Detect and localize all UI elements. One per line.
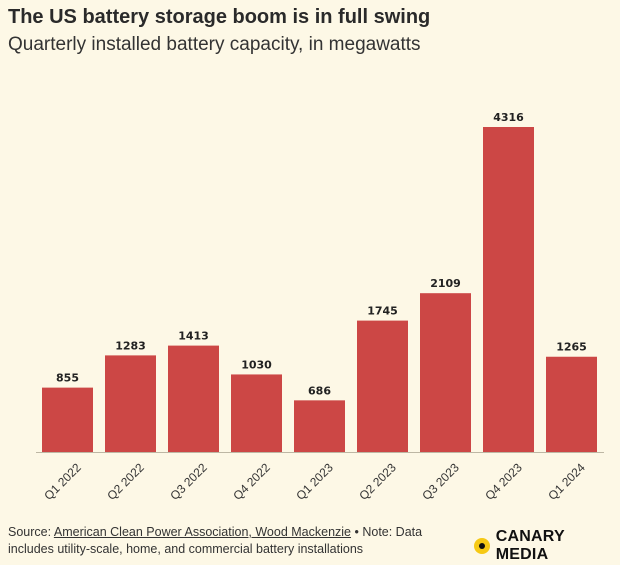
bar-q3-2022	[168, 345, 219, 452]
x-tick-label: Q3 2023	[419, 460, 462, 503]
brand-name: CANARY MEDIA	[495, 528, 565, 563]
data-label: 1030	[241, 358, 272, 371]
x-tick-label: Q1 2023	[293, 460, 336, 503]
canary-dot-icon	[474, 538, 490, 554]
data-label: 1265	[556, 341, 587, 354]
chart-subtitle: Quarterly installed battery capacity, in…	[8, 34, 421, 55]
x-tick-label: Q2 2022	[104, 460, 147, 503]
bar-q2-2022	[105, 355, 156, 452]
bar-q4-2022	[231, 374, 282, 452]
brand-logo[interactable]: CANARY MEDIA	[474, 528, 620, 564]
data-label: 1745	[367, 305, 398, 318]
x-tick-label: Q2 2023	[356, 460, 399, 503]
bar-q2-2023	[357, 320, 408, 452]
data-label: 1283	[115, 339, 146, 352]
bar-chart: 855 Q1 2022 1283 Q2 2022 1413 Q3 2022 1030 Q4 2…	[36, 111, 604, 503]
data-label: 2109	[430, 277, 461, 290]
source-prefix: Source:	[8, 525, 54, 539]
chart-title: The US battery storage boom is in full s…	[8, 6, 431, 28]
bar-q1-2024	[546, 356, 597, 452]
x-tick-label: Q1 2024	[545, 460, 588, 503]
data-label: 686	[308, 384, 331, 397]
data-label: 855	[56, 372, 79, 385]
bar-q3-2023	[420, 293, 471, 452]
note-text: • Note: Data includes utility-scale, hom…	[8, 525, 423, 556]
data-label: 1413	[178, 330, 209, 343]
bar-q1-2022	[42, 387, 93, 452]
bar-q4-2023	[483, 127, 534, 452]
x-tick-label: Q4 2023	[482, 460, 525, 503]
source-note: Source: American Clean Power Association…	[8, 524, 448, 558]
x-tick-label: Q4 2022	[230, 460, 273, 503]
bar-q1-2023	[294, 400, 345, 452]
data-label: 4316	[493, 111, 524, 124]
source-link[interactable]: American Clean Power Association, Wood M…	[53, 525, 352, 539]
x-tick-label: Q3 2022	[167, 460, 210, 503]
x-tick-label: Q1 2022	[41, 460, 84, 503]
